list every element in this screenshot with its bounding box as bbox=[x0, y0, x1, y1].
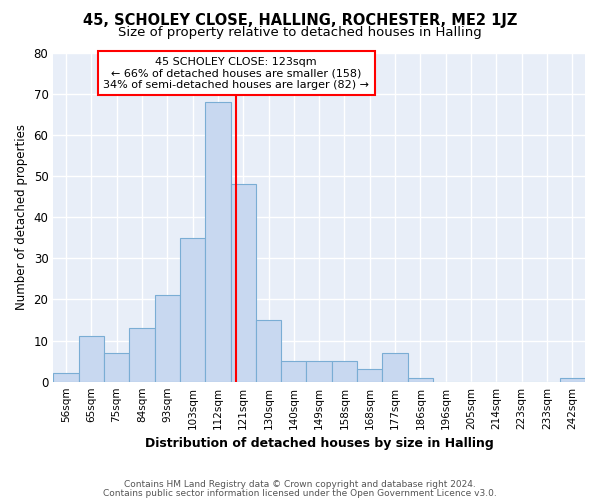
Bar bbox=[357, 370, 382, 382]
Bar bbox=[155, 296, 180, 382]
Text: Contains HM Land Registry data © Crown copyright and database right 2024.: Contains HM Land Registry data © Crown c… bbox=[124, 480, 476, 489]
Text: Size of property relative to detached houses in Halling: Size of property relative to detached ho… bbox=[118, 26, 482, 39]
Y-axis label: Number of detached properties: Number of detached properties bbox=[15, 124, 28, 310]
Bar bbox=[281, 361, 307, 382]
Bar bbox=[53, 374, 79, 382]
Bar bbox=[79, 336, 104, 382]
Bar bbox=[129, 328, 155, 382]
Bar bbox=[104, 353, 129, 382]
Bar bbox=[307, 361, 332, 382]
Bar bbox=[230, 184, 256, 382]
Text: Contains public sector information licensed under the Open Government Licence v3: Contains public sector information licen… bbox=[103, 490, 497, 498]
Text: 45 SCHOLEY CLOSE: 123sqm
← 66% of detached houses are smaller (158)
34% of semi-: 45 SCHOLEY CLOSE: 123sqm ← 66% of detach… bbox=[103, 56, 369, 90]
Bar bbox=[332, 361, 357, 382]
Bar bbox=[180, 238, 205, 382]
Bar bbox=[256, 320, 281, 382]
Bar bbox=[205, 102, 230, 382]
Bar bbox=[408, 378, 433, 382]
X-axis label: Distribution of detached houses by size in Halling: Distribution of detached houses by size … bbox=[145, 437, 494, 450]
Text: 45, SCHOLEY CLOSE, HALLING, ROCHESTER, ME2 1JZ: 45, SCHOLEY CLOSE, HALLING, ROCHESTER, M… bbox=[83, 12, 517, 28]
Bar bbox=[560, 378, 585, 382]
Bar bbox=[382, 353, 408, 382]
